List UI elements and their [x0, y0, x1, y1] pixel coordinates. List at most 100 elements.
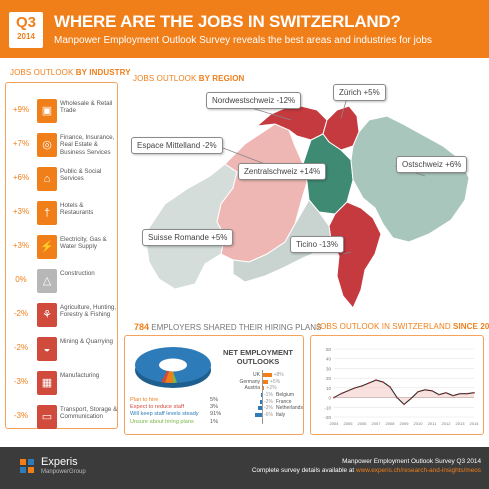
region-ostschweiz: [350, 115, 470, 243]
switzerland-map: [144, 97, 470, 309]
data-point: [431, 389, 433, 392]
pie-slice-unsure: [173, 371, 177, 383]
experis-logo-icon: [20, 459, 34, 473]
industry-row: +3% † Hotels & Restaurants: [6, 199, 119, 229]
data-point: [396, 396, 398, 399]
country-name: Germany: [239, 378, 260, 385]
data-point: [361, 385, 363, 387]
data-point: [410, 397, 412, 400]
survey-link[interactable]: www.experis.ch/research-and-insights/meo…: [355, 467, 481, 474]
region-ticino: [328, 201, 382, 309]
country-name: UK: [253, 372, 260, 378]
industry-section-title: JOBS OUTLOOK BY INDUSTRY: [10, 68, 131, 77]
industry-label: Wholesale & Retail Trade: [60, 100, 113, 115]
legend-label: Plan to hire: [130, 397, 159, 403]
callout-ticino: Ticino -13%: [290, 236, 344, 253]
data-point: [340, 392, 342, 395]
data-point: [417, 390, 419, 393]
brand-name: Experis: [41, 456, 78, 468]
region-section-title: JOBS OUTLOOK BY REGION: [133, 74, 245, 83]
footer-details-line: Complete survey details available at www…: [251, 467, 481, 474]
x-tick-label: 2014: [470, 421, 480, 426]
footer-survey-line: Manpower Employment Outlook Survey Q3 20…: [342, 458, 481, 465]
country-value: -3%: [264, 405, 273, 411]
industry-row: +7% ◎ Finance, Insurance, Real Estate & Bu…: [6, 131, 119, 161]
since-2004-panel: [310, 335, 484, 435]
legend-item: Will keep staff levels steady 91%: [130, 411, 222, 418]
country-value: -6%: [264, 411, 273, 418]
data-point: [473, 391, 475, 394]
industry-row: -2% ◒ Mining & Quarrying: [6, 335, 119, 365]
cutlery-icon: †: [37, 201, 57, 225]
data-point: [333, 396, 335, 399]
hiring-plans-pie: [135, 347, 211, 388]
legend-value: 5%: [210, 397, 219, 403]
legend-item: Unsure about hiring plans 1%: [130, 419, 220, 426]
country-bar-up: [262, 386, 265, 390]
x-tick-label: 2009: [400, 421, 410, 426]
series-area: [334, 380, 474, 405]
shopping-bag-icon: ▣: [37, 99, 57, 123]
industry-label: Construction: [60, 270, 95, 277]
data-point: [445, 391, 447, 394]
industry-label: Electricity, Gas & Water Supply: [60, 236, 107, 251]
y-tick-label: 20: [326, 376, 332, 381]
data-point: [466, 392, 468, 395]
industry-value: +9%: [12, 105, 30, 114]
pointer-espace-mittelland: [222, 147, 266, 165]
industry-row: +3% ⚡ Electricity, Gas & Water Supply: [6, 233, 119, 263]
data-point: [452, 394, 454, 397]
pie-slice-hire: [165, 371, 173, 383]
since-section-title: JOBS OUTLOOK IN SWITZERLAND SINCE 2004: [316, 322, 489, 331]
industry-label: Hotels & Restaurants: [60, 202, 94, 217]
industry-row: +9% ▣ Wholesale & Retail Trade: [6, 97, 119, 127]
callout-suisse-romande: Suisse Romande +5%: [142, 229, 234, 246]
pie-hole: [159, 358, 187, 372]
quarter-badge: Q3 2014: [9, 12, 43, 48]
country-bar-down: [254, 412, 262, 417]
country-value: +5%: [270, 378, 281, 385]
x-tick-label: 2007: [372, 421, 382, 426]
country-bar-down: [258, 406, 262, 410]
legend-value: 91%: [210, 411, 222, 418]
country-name: Netherlands: [276, 405, 303, 411]
data-point: [389, 385, 391, 388]
industry-value: +3%: [12, 241, 30, 250]
plans-section-title: 784 EMPLOYERS SHARED THEIR HIRING PLANS: [134, 322, 322, 332]
industry-row: -3% ▦ Manufacturing: [6, 369, 119, 399]
page-subtitle: Manpower Employment Outlook Survey revea…: [54, 35, 432, 46]
industry-row: -2% ⚘ Agriculture, Hunting, Forestry & Fis…: [6, 301, 119, 331]
industry-label: Public & Social Services: [60, 168, 102, 183]
country-name: Austria: [244, 385, 260, 391]
footer-bar: [0, 447, 489, 489]
industry-value: -3%: [13, 377, 29, 386]
x-tick-label: 2005: [344, 421, 354, 426]
plug-icon: ⚡: [37, 235, 57, 259]
pointer-zurich: [340, 97, 348, 119]
brand-subtitle: ManpowerGroup: [41, 469, 86, 475]
legend-item: Expect to reduce staff 3%: [130, 404, 220, 411]
factory-icon: ▦: [37, 371, 57, 395]
data-point: [368, 382, 370, 384]
data-point: [347, 389, 349, 392]
country-value: -2%: [264, 398, 273, 405]
data-point: [424, 388, 426, 391]
data-point: [375, 379, 377, 381]
industry-value: +6%: [12, 173, 30, 182]
pointer-ticino: [342, 251, 352, 255]
y-tick-label: 30: [326, 366, 332, 371]
country-name: France: [276, 398, 292, 405]
x-tick-label: 2008: [386, 421, 396, 426]
industry-label: Transport, Storage & Communication: [60, 406, 118, 421]
wheat-icon: ⚘: [37, 303, 57, 327]
callout-espace-mittelland: Espace Mittelland -2%: [131, 137, 223, 154]
legend-item: Plan to hire 5%: [130, 397, 220, 404]
y-tick-label: 10: [326, 386, 332, 391]
callout-zentralschweiz: Zentralschweiz +14%: [238, 163, 327, 180]
country-axis: [262, 370, 263, 424]
industry-label: Mining & Quarrying: [60, 338, 113, 345]
data-point: [382, 381, 384, 383]
y-tick-label: 40: [326, 357, 332, 362]
x-tick-label: 2010: [414, 421, 424, 426]
